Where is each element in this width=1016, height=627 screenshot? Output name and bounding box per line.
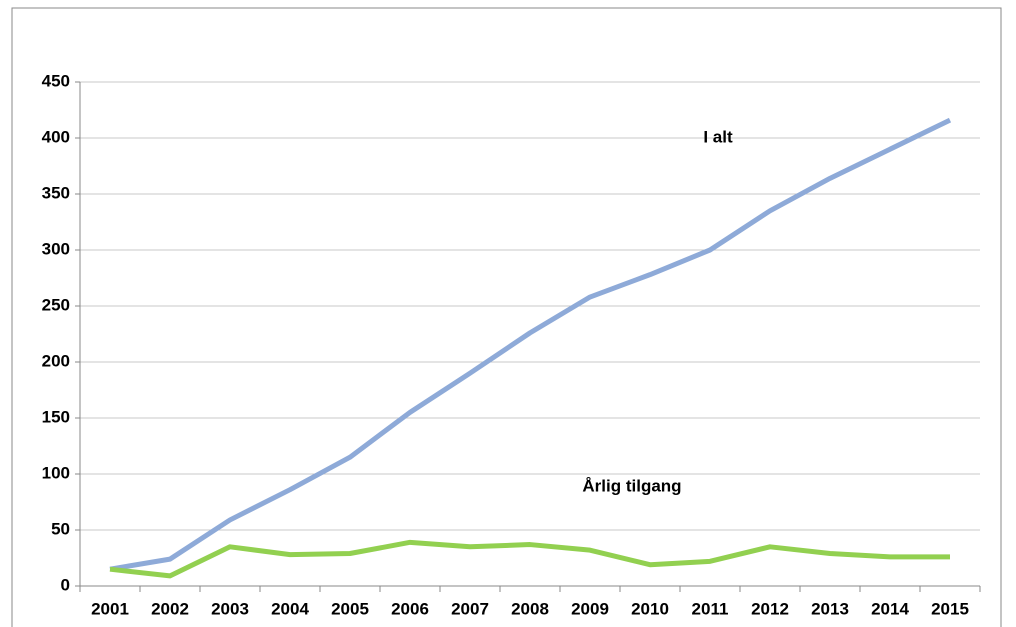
series-label: I alt (703, 127, 733, 146)
series-line (109, 117, 952, 572)
x-tick-label: 2005 (331, 599, 369, 618)
y-tick-label: 450 (42, 71, 70, 90)
chart-frame (11, 7, 1002, 627)
x-tick-label: 2006 (391, 599, 429, 618)
y-tick-label: 150 (42, 407, 70, 426)
x-tick-label: 2004 (271, 599, 309, 618)
y-tick-label: 300 (42, 239, 70, 258)
y-tick-label: 100 (42, 463, 70, 482)
x-tick-label: 2012 (751, 599, 789, 618)
x-tick-label: 2014 (871, 599, 909, 618)
x-tick-label: 2003 (211, 599, 249, 618)
x-tick-label: 2011 (692, 599, 729, 618)
series-line (109, 539, 950, 579)
y-tick-label: 0 (61, 575, 70, 594)
x-tick-label: 2001 (91, 599, 129, 618)
x-tick-label: 2010 (631, 599, 669, 618)
series-label: Årlig tilgang (582, 476, 681, 495)
x-tick-label: 2009 (571, 599, 609, 618)
y-tick-label: 50 (51, 519, 70, 538)
y-tick-label: 250 (42, 295, 70, 314)
y-tick-label: 200 (42, 351, 70, 370)
x-tick-label: 2008 (511, 599, 549, 618)
x-tick-label: 2013 (811, 599, 849, 618)
x-tick-label: 2007 (451, 599, 489, 618)
y-tick-label: 400 (42, 127, 70, 146)
y-tick-label: 350 (42, 183, 70, 202)
x-tick-label: 2002 (151, 599, 189, 618)
x-tick-label: 2015 (931, 599, 969, 618)
